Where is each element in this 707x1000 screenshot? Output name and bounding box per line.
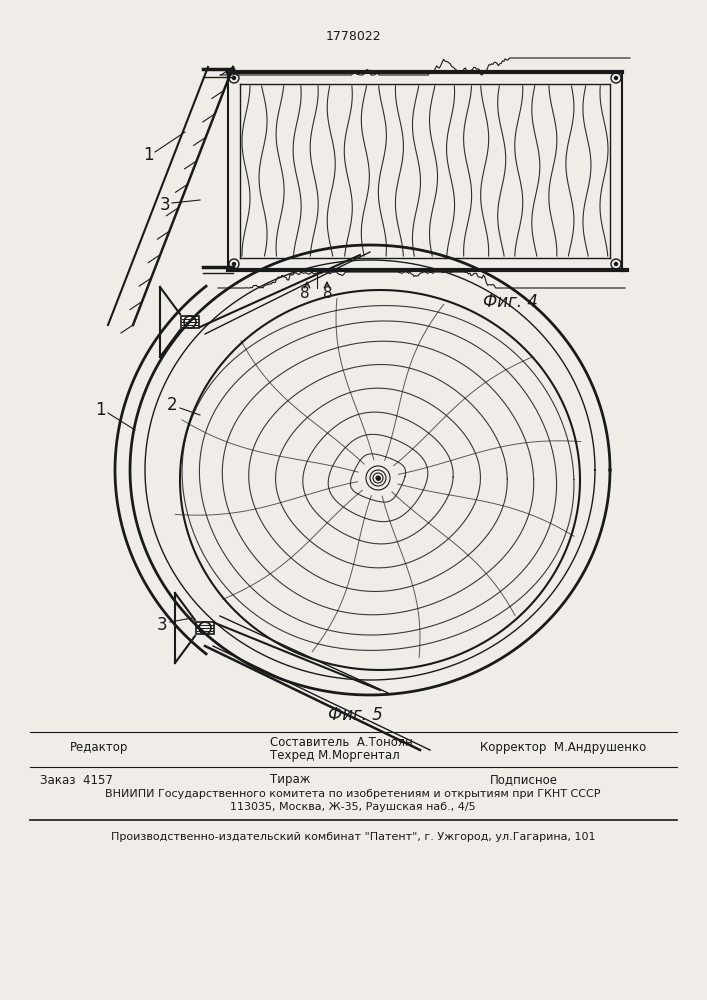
Text: Редактор: Редактор	[70, 742, 129, 754]
Text: 1: 1	[95, 401, 105, 419]
Text: 1: 1	[143, 146, 153, 164]
Circle shape	[614, 77, 617, 80]
Bar	[196, 622, 214, 634]
Text: Заказ  4157: Заказ 4157	[40, 774, 113, 786]
Circle shape	[233, 77, 235, 80]
Text: 3: 3	[157, 616, 168, 634]
Text: ВНИИПИ Государственного комитета по изобретениям и открытиям при ГКНТ СССР: ВНИИПИ Государственного комитета по изоб…	[105, 789, 601, 799]
Text: 2: 2	[167, 396, 177, 414]
Text: Тираж: Тираж	[270, 774, 310, 786]
Text: Фиг. 5: Фиг. 5	[327, 706, 382, 724]
Text: Корректор  М.Андрушенко: Корректор М.Андрушенко	[480, 742, 646, 754]
Text: Подписное: Подписное	[490, 774, 558, 786]
Text: 3: 3	[160, 196, 170, 214]
Circle shape	[614, 262, 617, 265]
Text: Фиг. 4: Фиг. 4	[483, 293, 537, 311]
Text: Составитель  А.Тоноян: Составитель А.Тоноян	[270, 736, 413, 748]
Text: 8: 8	[323, 286, 333, 302]
Text: Техред М.Моргентал: Техред М.Моргентал	[270, 750, 399, 762]
Text: Производственно-издательский комбинат "Патент", г. Ужгород, ул.Гагарина, 101: Производственно-издательский комбинат "П…	[111, 832, 595, 842]
Text: 113035, Москва, Ж-35, Раушская наб., 4/5: 113035, Москва, Ж-35, Раушская наб., 4/5	[230, 802, 476, 812]
Bar	[181, 316, 199, 328]
Circle shape	[233, 262, 235, 265]
Text: 1778022: 1778022	[325, 30, 381, 43]
Text: 8: 8	[300, 286, 310, 302]
